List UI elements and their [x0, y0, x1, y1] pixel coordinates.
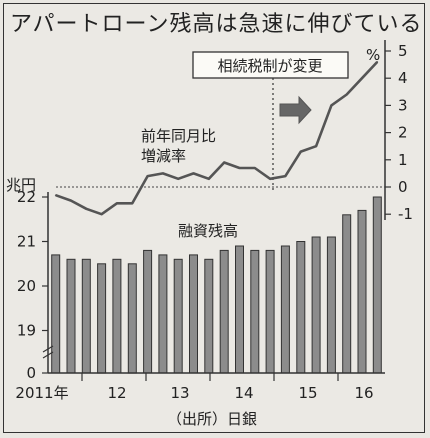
- line-point: [361, 77, 363, 79]
- annotation-box: [192, 51, 349, 79]
- line-point: [162, 172, 164, 175]
- right-tick-label: 4: [398, 69, 408, 87]
- line-point: [345, 93, 348, 96]
- bar: [173, 258, 183, 374]
- bar: [326, 236, 336, 374]
- line-point: [192, 172, 195, 175]
- bar: [127, 263, 137, 374]
- left-tick-label: 22: [17, 188, 36, 206]
- right-tick-label: 3: [398, 96, 408, 114]
- bar: [250, 249, 260, 374]
- bar: [189, 254, 198, 374]
- source-label: （出所）日銀: [167, 410, 257, 428]
- line-point: [85, 208, 88, 210]
- line-point: [177, 178, 179, 180]
- bar: [112, 258, 122, 374]
- bar: [372, 196, 382, 374]
- line-point: [146, 175, 149, 177]
- line-point: [300, 150, 302, 153]
- right-tick-label: 1: [398, 151, 408, 169]
- line-label-2: 増減率: [141, 147, 186, 165]
- line-point: [131, 202, 134, 205]
- right-tick-label: 2: [398, 124, 408, 142]
- line-point: [54, 194, 57, 196]
- bar: [204, 258, 214, 374]
- line-point: [284, 175, 287, 177]
- left-tick-label: 21: [17, 233, 36, 251]
- left-tick-label: 19: [17, 322, 36, 340]
- line-label-1: 前年同月比: [141, 127, 216, 145]
- line-point: [376, 61, 379, 63]
- bar: [97, 263, 107, 374]
- bar: [296, 241, 306, 374]
- bar: [357, 209, 367, 374]
- bar: [143, 249, 153, 374]
- line-point: [223, 161, 225, 164]
- bar: [81, 258, 91, 374]
- x-tick-label: 2011年: [15, 384, 68, 402]
- right-tick-label: 0: [398, 178, 408, 196]
- right-tick-label: 5: [398, 42, 408, 60]
- bar: [51, 254, 61, 374]
- line-point: [315, 145, 317, 147]
- bar: [158, 254, 168, 374]
- bar: [280, 245, 290, 374]
- line-point: [100, 213, 103, 215]
- right-unit-label: %: [366, 46, 380, 64]
- bar: [66, 258, 76, 374]
- bar-label: 融資残高: [178, 222, 238, 240]
- line-point: [238, 167, 241, 169]
- axis-break: [42, 345, 54, 359]
- x-tick-label: 16: [354, 384, 373, 402]
- line-point: [208, 178, 210, 180]
- line-point: [254, 167, 256, 169]
- bar: [235, 245, 244, 374]
- line-point: [330, 104, 333, 107]
- left-unit-label: 兆円: [6, 176, 36, 194]
- x-tick-label: 13: [170, 384, 189, 402]
- line-layer: [54, 61, 379, 216]
- bar: [265, 249, 275, 374]
- chart-title: アパートローン残高は急速に伸びている: [10, 12, 423, 37]
- line-point: [116, 202, 118, 205]
- left-tick-label: 0: [26, 364, 36, 382]
- bar: [219, 249, 229, 374]
- axes-layer: [42, 40, 391, 381]
- bar: [311, 236, 321, 374]
- line-series: [55, 61, 379, 216]
- x-tick-label: 12: [107, 384, 126, 402]
- left-tick-label: 20: [17, 277, 36, 295]
- x-tick-label: 14: [234, 384, 253, 402]
- line-point: [269, 178, 271, 180]
- x-tick-label: 15: [298, 384, 317, 402]
- arrow-icon: [279, 95, 312, 125]
- right-tick-label: -1: [398, 205, 413, 223]
- annotation-text: 相続税制が変更: [217, 57, 322, 75]
- bar: [342, 214, 352, 374]
- line-point: [70, 199, 72, 202]
